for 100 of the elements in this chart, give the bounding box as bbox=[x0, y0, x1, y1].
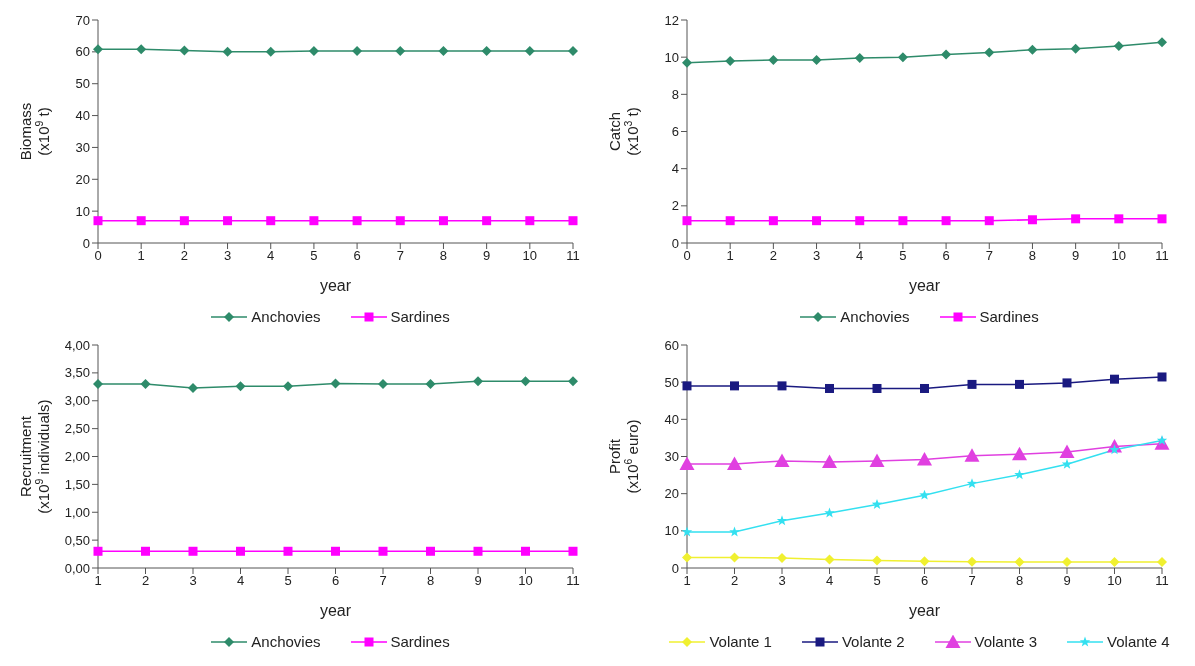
point bbox=[966, 478, 978, 489]
x-axis-title: year bbox=[319, 602, 352, 619]
x-tick-label: 7 bbox=[968, 573, 976, 589]
point bbox=[331, 546, 340, 556]
point bbox=[93, 546, 103, 556]
point bbox=[425, 379, 436, 390]
x-tick-label: 5 bbox=[873, 573, 881, 589]
point bbox=[776, 515, 788, 526]
y-tick-label: 0 bbox=[82, 235, 90, 251]
x-tick-label: 4 bbox=[267, 248, 275, 264]
y-tick-label: 70 bbox=[75, 12, 90, 28]
point bbox=[352, 45, 363, 56]
point bbox=[378, 379, 388, 390]
point bbox=[236, 546, 245, 556]
point bbox=[524, 45, 535, 56]
x-tick-label: 9 bbox=[1072, 248, 1080, 264]
point bbox=[223, 216, 233, 226]
point bbox=[266, 216, 276, 226]
y-tick-label: 1,50 bbox=[64, 476, 90, 492]
point bbox=[1014, 557, 1025, 568]
x-tick-label: 0 bbox=[683, 248, 691, 264]
point bbox=[481, 45, 492, 56]
point bbox=[822, 454, 837, 469]
y-tick-label: 10 bbox=[664, 49, 679, 65]
y-tick-label: 20 bbox=[664, 486, 679, 502]
point bbox=[308, 45, 319, 56]
y-tick-label: 30 bbox=[664, 449, 679, 465]
point bbox=[682, 381, 692, 391]
point bbox=[872, 383, 882, 393]
point bbox=[777, 381, 787, 391]
x-tick-label: 6 bbox=[331, 573, 340, 589]
x-tick-label: 2 bbox=[180, 248, 188, 264]
point bbox=[681, 526, 693, 537]
y-tick-label: 2,00 bbox=[64, 449, 90, 465]
point bbox=[378, 546, 388, 556]
point bbox=[725, 216, 735, 226]
x-tick-label: 11 bbox=[566, 573, 580, 589]
x-tick-label: 5 bbox=[899, 248, 907, 264]
x-tick-label: 1 bbox=[726, 248, 734, 264]
y-tick-label: 40 bbox=[75, 108, 90, 124]
x-tick-label: 11 bbox=[1155, 248, 1169, 264]
point bbox=[352, 216, 362, 226]
y-tick-label: 0 bbox=[671, 235, 679, 251]
x-tick-label: 8 bbox=[439, 248, 448, 264]
point bbox=[438, 45, 449, 56]
legend-label: Anchovies bbox=[251, 308, 321, 325]
point bbox=[919, 489, 930, 500]
legend-label: Sardines bbox=[979, 308, 1039, 325]
y-tick-label: 2,50 bbox=[64, 421, 90, 437]
point bbox=[1157, 557, 1167, 568]
point bbox=[93, 44, 103, 55]
x-tick-label: 6 bbox=[353, 248, 361, 264]
point bbox=[725, 55, 736, 66]
point bbox=[568, 45, 578, 56]
legend-label: Volante 3 bbox=[974, 633, 1038, 650]
point bbox=[854, 53, 865, 64]
x-tick-label: 9 bbox=[1063, 573, 1071, 589]
x-tick-label: 2 bbox=[141, 573, 150, 589]
point bbox=[984, 216, 994, 226]
point bbox=[1109, 557, 1120, 568]
y-tick-label: 60 bbox=[75, 44, 90, 60]
point bbox=[1014, 469, 1025, 480]
point bbox=[729, 526, 740, 537]
x-tick-label: 1 bbox=[94, 573, 102, 589]
y-tick-label: 4 bbox=[671, 161, 679, 177]
y-tick-label: 10 bbox=[664, 523, 679, 539]
point bbox=[682, 57, 692, 68]
y-tick-label: 8 bbox=[671, 86, 679, 102]
x-tick-label: 3 bbox=[812, 248, 821, 264]
point bbox=[679, 456, 695, 470]
point bbox=[473, 376, 483, 387]
x-tick-label: 7 bbox=[379, 573, 387, 589]
x-tick-label: 10 bbox=[518, 573, 533, 589]
y-tick-label: 0,00 bbox=[64, 560, 90, 576]
point bbox=[727, 456, 742, 470]
point bbox=[1062, 378, 1072, 388]
point bbox=[811, 54, 822, 65]
point bbox=[967, 556, 977, 567]
point bbox=[967, 379, 977, 389]
point bbox=[482, 216, 492, 226]
legend-label: Volante 2 bbox=[841, 633, 905, 650]
point bbox=[395, 216, 405, 226]
legend-label: Anchovies bbox=[251, 633, 321, 650]
point bbox=[1071, 214, 1081, 224]
x-tick-label: 10 bbox=[1111, 248, 1127, 264]
y-tick-label: 50 bbox=[75, 76, 90, 92]
x-tick-label: 6 bbox=[942, 248, 950, 264]
point bbox=[473, 546, 483, 556]
legend-label: Anchovies bbox=[840, 308, 910, 325]
point bbox=[179, 216, 189, 226]
x-tick-label: 9 bbox=[483, 248, 491, 264]
x-tick-label: 11 bbox=[1155, 573, 1169, 589]
point bbox=[898, 216, 908, 226]
point bbox=[188, 546, 198, 556]
point bbox=[568, 376, 578, 387]
x-tick-label: 3 bbox=[189, 573, 197, 589]
y-tick-label: 50 bbox=[664, 374, 679, 390]
point bbox=[1015, 379, 1024, 389]
legend-label: Sardines bbox=[390, 633, 450, 650]
point bbox=[730, 381, 739, 391]
